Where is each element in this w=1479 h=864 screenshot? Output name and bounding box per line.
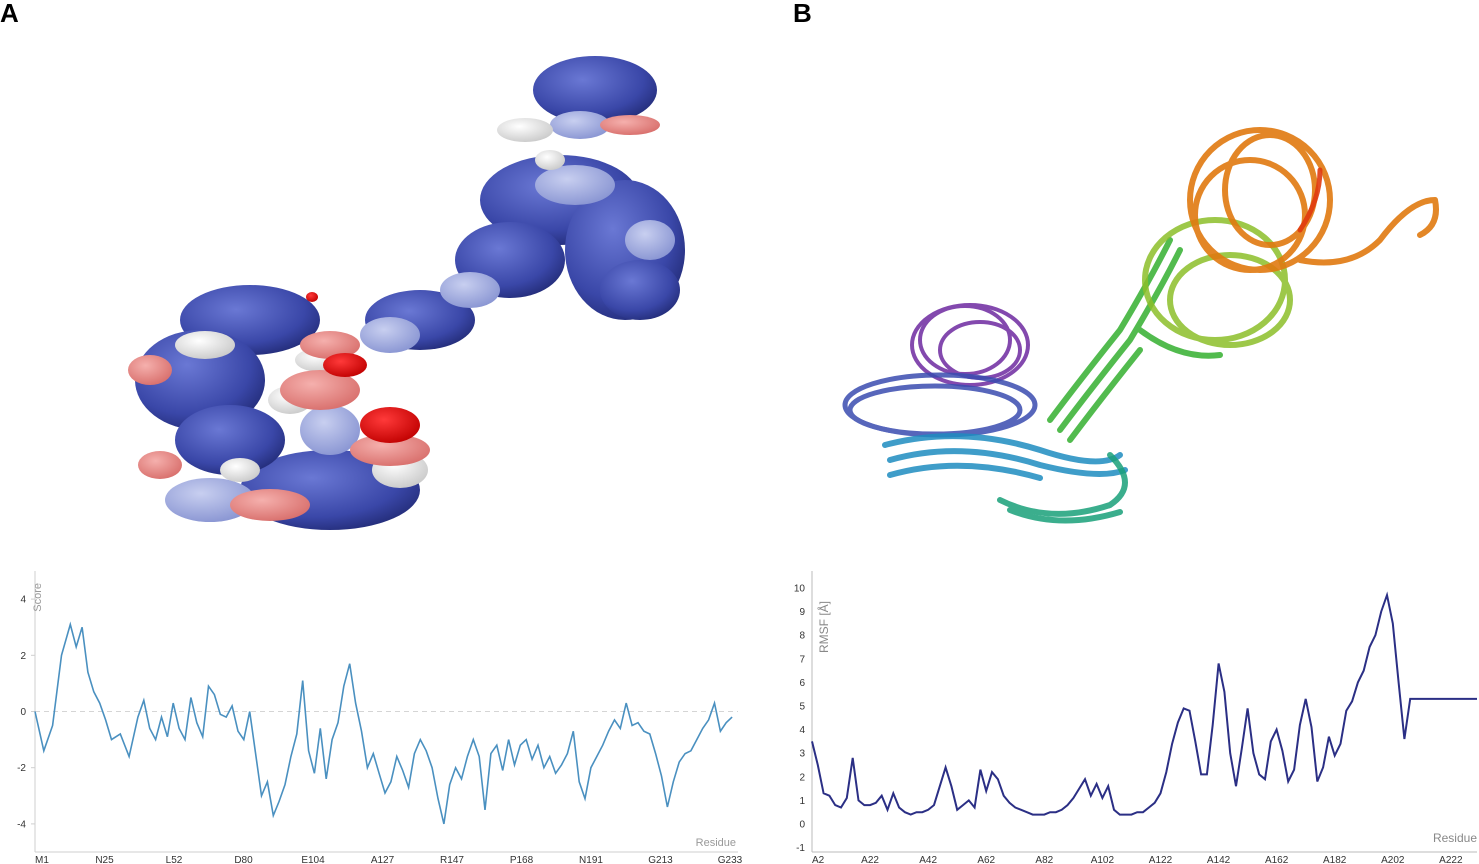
chart-a-ytick-label: 2 [20, 651, 26, 662]
chart-a-ytick-label: 4 [20, 595, 26, 606]
chart-a-xtick-label: G233 [718, 855, 743, 864]
chart-a-ytick-label: -4 [17, 819, 26, 830]
chart-a-xtick-label: M1 [35, 855, 49, 864]
chart-a-xtick-label: R147 [440, 855, 464, 864]
chart-a-series-line [34, 621, 733, 825]
chart-b-series-line [811, 591, 1477, 816]
chart-a-xtick-label: G213 [648, 855, 673, 864]
chart-b-ytick-label: 4 [799, 725, 805, 736]
protein-ensemble-image-b [842, 127, 1439, 524]
chart-a-xtick-label: D80 [234, 855, 253, 864]
chart-b-xtick-label: A222 [1439, 855, 1463, 864]
chart-b-xtick-label: A202 [1381, 855, 1405, 864]
chart-b-ytick-label: 5 [799, 702, 805, 713]
chart-b-xtick-label: A42 [919, 855, 937, 864]
chart-b-ytick-label: -1 [796, 843, 805, 854]
chart-b-ytick-label: 2 [799, 772, 805, 783]
chart-a-xtick-label: N25 [95, 855, 114, 864]
chart-b-ytick-label: 1 [799, 796, 805, 807]
chart-a-xtick-label: N191 [579, 855, 603, 864]
chart-a-xtick-label: E104 [301, 855, 325, 864]
chart-b-xtick-label: A62 [977, 855, 995, 864]
chart-b-xtick-label: A142 [1207, 855, 1231, 864]
chart-b-xtick-label: A102 [1091, 855, 1115, 864]
chart-b-xlabel: Residue [1433, 831, 1477, 845]
chart-a-ylabel: Score [32, 583, 44, 612]
panel-label-b: B [793, 0, 812, 28]
chart-b-ylabel: RMSF [Å] [816, 601, 831, 653]
chart-b-xtick-label: A82 [1035, 855, 1053, 864]
chart-b-xtick-label: A122 [1149, 855, 1173, 864]
protein-surface-image-a [128, 56, 685, 530]
chart-b-xtick-label: A2 [812, 855, 825, 864]
panel-label-a: A [0, 0, 19, 28]
chart-b-ytick-label: 7 [799, 654, 805, 665]
chart-a-xtick-label: P168 [510, 855, 534, 864]
chart-a: Score Residue 4 2 0 -2 -4 M1 N25 L52 D80 E104 A12… [17, 571, 743, 864]
chart-b-ytick-label: 6 [799, 678, 805, 689]
chart-a-ytick-label: -2 [17, 763, 26, 774]
chart-b-ytick-label: 0 [799, 820, 805, 831]
chart-b-xtick-label: A182 [1323, 855, 1347, 864]
chart-b-ytick-label: 10 [794, 584, 806, 595]
chart-a-xlabel: Residue [696, 837, 736, 849]
chart-b-ytick-label: 8 [799, 631, 805, 642]
chart-b-xtick-label: A22 [861, 855, 879, 864]
chart-a-xtick-label: A127 [371, 855, 395, 864]
chart-b-ytick-label: 9 [799, 607, 805, 618]
chart-b-ytick-label: 3 [799, 749, 805, 760]
chart-a-ytick-label: 0 [20, 707, 26, 718]
chart-b-xtick-label: A162 [1265, 855, 1289, 864]
chart-a-xtick-label: L52 [166, 855, 183, 864]
